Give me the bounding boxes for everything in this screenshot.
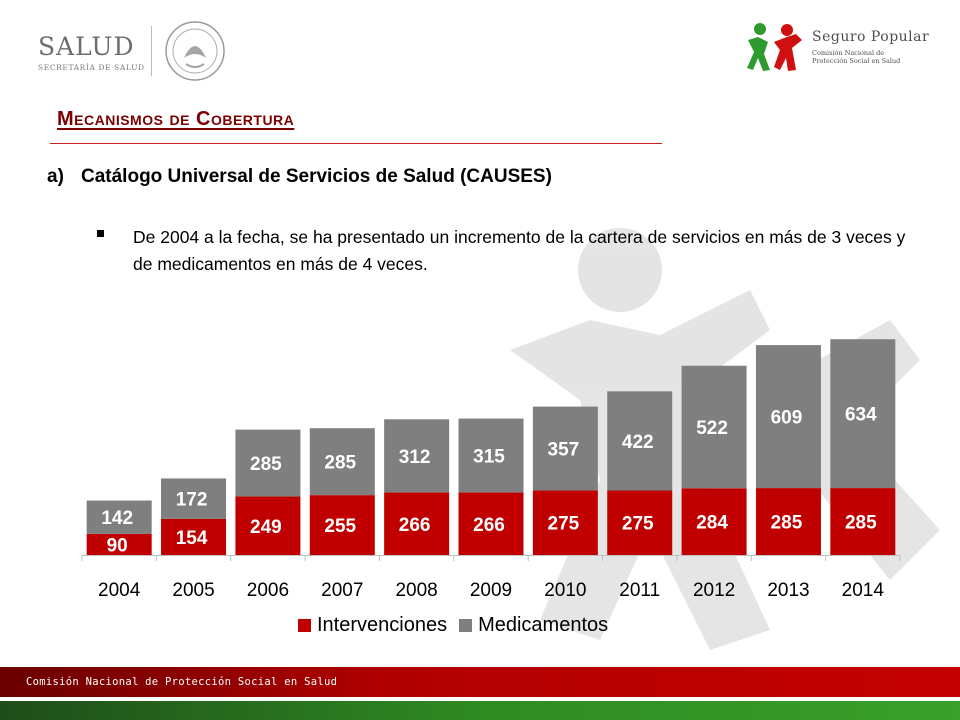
x-tick-label-2012: 2012 <box>693 580 735 601</box>
bar-intervenciones-2011 <box>607 490 673 555</box>
bar-medicamentos-2007 <box>309 428 375 496</box>
data-label-intervenciones-2007: 255 <box>324 516 356 537</box>
seguro-popular-subtitle-line1: Comisión Nacional de <box>812 49 885 57</box>
footer-green-stripe <box>0 701 960 720</box>
x-tick-label-2010: 2010 <box>544 580 586 601</box>
data-label-intervenciones-2010: 275 <box>548 514 580 535</box>
data-label-medicamentos-2013: 609 <box>771 408 803 429</box>
x-tick-label-2014: 2014 <box>842 580 885 601</box>
x-tick-label-2006: 2006 <box>247 580 289 601</box>
subheading: a) Catálogo Universal de Servicios de Sal… <box>47 166 552 188</box>
data-label-medicamentos-2005: 172 <box>176 490 208 511</box>
data-label-medicamentos-2004: 142 <box>101 508 133 529</box>
data-label-intervenciones-2012: 284 <box>696 513 728 534</box>
bar-intervenciones-2007 <box>309 495 375 555</box>
data-label-medicamentos-2012: 522 <box>696 418 728 439</box>
x-tick-label-2008: 2008 <box>395 580 437 601</box>
x-tick-label-2004: 2004 <box>98 580 141 601</box>
bar-medicamentos-2009 <box>458 418 524 493</box>
x-tick-label-2007: 2007 <box>321 580 363 601</box>
bar-intervenciones-2008 <box>384 492 450 555</box>
data-label-medicamentos-2010: 357 <box>548 440 580 461</box>
bar-medicamentos-2006 <box>235 429 301 497</box>
logo-divider <box>151 26 152 76</box>
legend-item-intervenciones: Intervenciones <box>298 614 447 637</box>
x-tick-label-2013: 2013 <box>767 580 809 601</box>
subheading-text: Catálogo Universal de Servicios de Salud… <box>81 166 552 187</box>
salud-logo-word: SALUD <box>38 32 135 61</box>
seguro-popular-subtitle: Comisión Nacional de Protección Social e… <box>812 49 929 66</box>
seguro-popular-title: Seguro Popular <box>812 29 930 45</box>
bar-intervenciones-2005 <box>161 518 227 555</box>
page-title: Mecanismos de Cobertura <box>57 108 295 130</box>
data-label-medicamentos-2008: 312 <box>399 447 431 468</box>
chart-legend: Intervenciones Medicamentos <box>298 614 620 637</box>
data-label-intervenciones-2013: 285 <box>771 513 803 534</box>
bullet-text: De 2004 a la fecha, se ha presentado un … <box>133 227 906 274</box>
bar-intervenciones-2014 <box>830 488 896 555</box>
x-tick-label-2005: 2005 <box>172 580 214 601</box>
salud-logo-subtitle: SECRETARÍA DE SALUD <box>38 63 145 72</box>
bar-medicamentos-2004 <box>86 500 152 534</box>
bar-intervenciones-2006 <box>235 496 301 555</box>
bar-intervenciones-2013 <box>755 488 821 555</box>
data-label-intervenciones-2009: 266 <box>473 515 505 536</box>
data-label-medicamentos-2007: 285 <box>324 453 356 474</box>
bar-intervenciones-2012 <box>681 488 747 555</box>
legend-label-intervenciones: Intervenciones <box>317 614 448 636</box>
data-label-medicamentos-2006: 285 <box>250 454 282 475</box>
title-rule <box>50 143 662 144</box>
bar-medicamentos-2005 <box>161 478 227 519</box>
data-label-medicamentos-2011: 422 <box>622 432 654 453</box>
x-tick-label-2011: 2011 <box>619 580 660 601</box>
bar-intervenciones-2009 <box>458 492 524 555</box>
data-label-intervenciones-2008: 266 <box>399 515 431 536</box>
seguro-popular-figures-icon <box>747 23 802 71</box>
data-label-intervenciones-2004: 90 <box>107 535 128 556</box>
bar-medicamentos-2012 <box>681 365 747 489</box>
salud-logo: SALUD SECRETARÍA DE SALUD <box>38 34 145 72</box>
square-bullet-icon <box>97 230 104 237</box>
data-label-medicamentos-2014: 634 <box>845 405 877 426</box>
x-tick-label-2009: 2009 <box>470 580 512 601</box>
bar-medicamentos-2008 <box>384 419 450 493</box>
legend-swatch-medicamentos <box>459 619 473 632</box>
subheading-marker: a) <box>47 166 64 187</box>
legend-swatch-intervenciones <box>298 619 311 632</box>
bar-intervenciones-2010 <box>532 490 598 555</box>
legend-label-medicamentos: Medicamentos <box>478 614 609 636</box>
legend-item-medicamentos: Medicamentos <box>459 614 608 637</box>
footer-bar: Comisión Nacional de Protección Social e… <box>0 667 960 697</box>
bar-medicamentos-2014 <box>830 339 896 489</box>
data-label-intervenciones-2014: 285 <box>845 513 877 534</box>
bar-medicamentos-2010 <box>532 406 598 491</box>
bar-intervenciones-2004 <box>86 533 152 555</box>
data-label-intervenciones-2011: 275 <box>622 514 654 535</box>
seguro-popular-subtitle-line2: Protección Social en Salud <box>812 57 901 66</box>
seguro-popular-logo: Seguro Popular Comisión Nacional de Prot… <box>812 30 929 66</box>
footer-text: Comisión Nacional de Protección Social e… <box>26 676 338 688</box>
data-label-intervenciones-2006: 249 <box>250 517 282 538</box>
mexico-seal-icon <box>165 21 225 81</box>
bar-medicamentos-2011 <box>607 391 673 491</box>
data-label-medicamentos-2009: 315 <box>473 447 505 468</box>
data-label-intervenciones-2005: 154 <box>176 528 208 549</box>
bar-medicamentos-2013 <box>755 345 821 489</box>
